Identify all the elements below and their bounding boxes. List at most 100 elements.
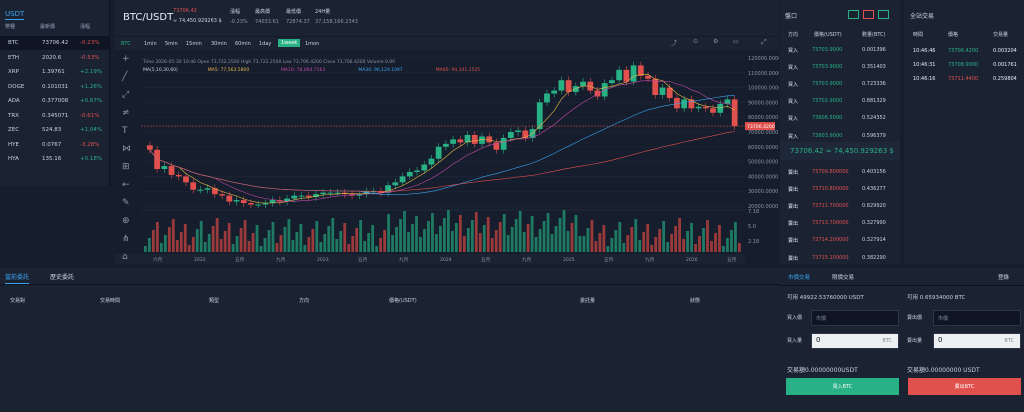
ask-row[interactable]: 買入 73702.9000 0.881329 xyxy=(780,93,900,109)
tab-limit-trade[interactable]: 限價交易 xyxy=(832,275,855,281)
book-bids-icon[interactable] xyxy=(878,10,889,19)
volume-bar xyxy=(151,230,155,252)
volume-bar xyxy=(183,224,187,252)
setting-icon[interactable]: ⚙ xyxy=(713,38,719,45)
last-price-label: 73706.4200 xyxy=(747,124,775,130)
buy-qty-unit: BTC xyxy=(882,338,892,344)
market-row[interactable]: ADA 0.377008 +0.67% xyxy=(0,94,110,108)
interval-60min[interactable]: 60min xyxy=(235,41,251,47)
ob-col-qty: 數量(BTC) xyxy=(862,32,886,38)
candle-body xyxy=(609,80,615,84)
kline-chart[interactable]: 120000.0000 110000.0000 100000.0000 90000.0… xyxy=(115,50,781,264)
interval-1min[interactable]: 1min xyxy=(144,41,157,47)
kline-svg: 120000.0000 110000.0000 100000.0000 90000.0… xyxy=(115,56,781,264)
volume-bar xyxy=(482,225,486,252)
market-row[interactable]: XRP 1.39761 +2.19% xyxy=(0,65,110,79)
fullscreen-icon[interactable]: ⊙ xyxy=(693,38,699,45)
volume-bar xyxy=(614,230,618,252)
sell-price-input[interactable]: 市價 xyxy=(933,310,1021,326)
volume-bar xyxy=(578,236,582,252)
market-row[interactable]: DOGE 0.101031 +1.26% xyxy=(0,80,110,94)
ask-row[interactable]: 買入 73703.9000 0.351403 xyxy=(780,59,900,75)
brush-icon[interactable]: ✎ xyxy=(122,198,130,208)
volume-bar xyxy=(506,235,510,252)
buy-price-input[interactable]: 市價 xyxy=(811,310,899,326)
candle-body xyxy=(507,132,514,138)
magnet-icon[interactable]: ⋔ xyxy=(122,234,130,244)
buy-button[interactable]: 買入BTC xyxy=(786,378,899,395)
login-link[interactable]: 登錄 xyxy=(998,275,1010,281)
last-price-tag xyxy=(745,122,775,131)
interval-1mon[interactable]: 1mon xyxy=(305,41,320,47)
bid-row[interactable]: 賣出 73711.700000 0.829920 xyxy=(780,198,900,214)
ray-tool-icon[interactable]: ⤢ xyxy=(122,90,130,100)
zoom-in-icon[interactable]: ⊕ xyxy=(122,216,130,226)
orderbook-title: 盤口 xyxy=(785,13,798,20)
channel-tool-icon[interactable]: ≠ xyxy=(122,108,130,118)
y-tick-label: 80000.0000 xyxy=(748,115,778,121)
tab-market-trade[interactable]: 市價交易 xyxy=(788,275,811,281)
sell-qty-input[interactable]: 0 BTC xyxy=(933,333,1021,349)
market-row[interactable]: HYE 0.0767 -3.28% xyxy=(0,138,110,152)
volume-bar xyxy=(331,218,335,252)
sell-button[interactable]: 賣出BTC xyxy=(908,378,1021,395)
ask-row[interactable]: 買入 73703.9000 0.001396 xyxy=(780,42,900,58)
trade-divider xyxy=(780,285,1024,286)
ob-price: 73715.100000 xyxy=(812,254,849,261)
market-row[interactable]: TRX 0.345071 -0.61% xyxy=(0,109,110,123)
interval-1week[interactable]: 1week xyxy=(278,39,301,47)
interval-15min[interactable]: 15min xyxy=(186,41,202,47)
tab-usdt[interactable]: USDT xyxy=(5,10,25,20)
ask-row[interactable]: 買入 73606.5000 0.524352 xyxy=(780,110,900,126)
interval-5min[interactable]: 5min xyxy=(165,41,178,47)
volume-bar xyxy=(339,231,343,252)
volume-bar xyxy=(686,231,689,252)
back-arrow-icon[interactable]: ← xyxy=(122,180,130,190)
market-row[interactable]: ZEC 524.83 +1.04% xyxy=(0,123,110,137)
screenshot-icon[interactable]: ▭ xyxy=(733,38,739,45)
market-row[interactable]: BTC 73706.42 -0.23% xyxy=(0,36,110,50)
orderbook-mid-price: 73706.42 ≈ 74,450.929263 $ xyxy=(780,142,900,160)
text-tool-icon[interactable]: T xyxy=(122,126,128,136)
volume-bar xyxy=(702,228,705,252)
indicator-icon[interactable]: ⤴ xyxy=(671,40,678,47)
volume-bar xyxy=(311,229,315,252)
line-tool-icon[interactable]: ╱ xyxy=(122,72,128,82)
buy-qty-input[interactable]: 0 BTC xyxy=(811,333,899,349)
crosshair-icon[interactable]: + xyxy=(122,54,130,64)
col-price: 價格(USDT) xyxy=(389,298,417,304)
book-both-icon[interactable] xyxy=(848,10,859,19)
interval-30min[interactable]: 30min xyxy=(211,41,227,47)
candle-body xyxy=(551,90,558,94)
ob-qty: 0.881329 xyxy=(862,98,886,105)
lock-icon[interactable]: ⌂ xyxy=(122,252,128,262)
fib-tool-icon[interactable]: ⋈ xyxy=(122,144,131,154)
measure-tool-icon[interactable]: ⊞ xyxy=(122,162,130,172)
market-row[interactable]: ETH 2020.6 -0.53% xyxy=(0,51,110,65)
volume-bar xyxy=(650,245,654,252)
bid-row[interactable]: 賣出 73714.200000 0.327914 xyxy=(780,232,900,248)
ob-side: 買入 xyxy=(788,99,799,106)
expand-icon[interactable]: ⤢ xyxy=(761,38,767,46)
market-symbol: HYE xyxy=(8,141,19,148)
volume-bar xyxy=(682,239,685,252)
volume-bar xyxy=(626,235,630,252)
bid-row[interactable]: 賣出 73710.800000 0.436277 xyxy=(780,181,900,197)
market-row[interactable]: HYA 135.16 +0.18% xyxy=(0,152,110,166)
bid-row[interactable]: 賣出 73713.700000 0.327990 xyxy=(780,215,900,231)
volume-bar xyxy=(215,218,219,252)
ask-row[interactable]: 買入 73603.9000 0.596379 xyxy=(780,128,900,144)
bid-row[interactable]: 賣出 73709.800000 0.403156 xyxy=(780,164,900,180)
volume-bar xyxy=(411,224,414,252)
tab-current-orders[interactable]: 當前委託 xyxy=(5,274,30,284)
volume-bar xyxy=(674,226,678,252)
tr-col-qty: 交易量 xyxy=(993,32,1009,38)
ob-side: 賣出 xyxy=(788,204,799,211)
ask-row[interactable]: 買入 73703.9000 0.723336 xyxy=(780,76,900,92)
tab-history-orders[interactable]: 歷史委託 xyxy=(50,274,75,281)
volume-bar xyxy=(590,220,594,252)
candle-body xyxy=(327,192,334,194)
bid-row[interactable]: 賣出 73715.100000 0.382290 xyxy=(780,250,900,266)
book-asks-icon[interactable] xyxy=(863,10,874,19)
interval-1day[interactable]: 1day xyxy=(259,41,272,47)
